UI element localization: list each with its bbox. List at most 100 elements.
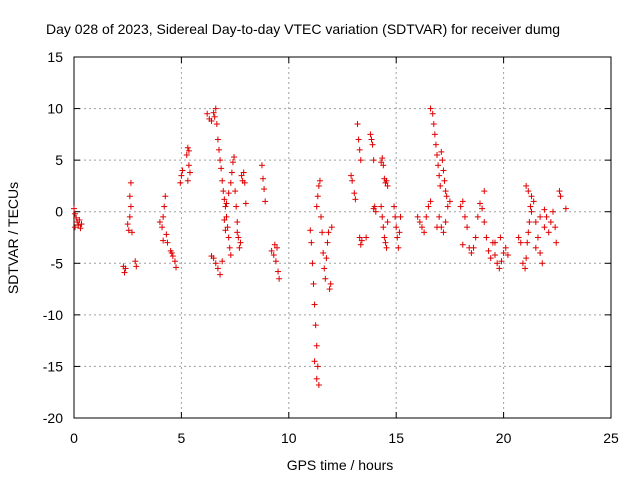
data-point [184, 177, 191, 184]
data-point [479, 205, 486, 212]
data-point [440, 167, 447, 174]
data-point [523, 255, 530, 262]
data-point [183, 151, 190, 158]
data-point [214, 136, 221, 143]
data-point [437, 182, 444, 189]
data-point [313, 342, 320, 349]
data-point [210, 109, 217, 116]
data-point [219, 258, 226, 265]
data-point [372, 208, 379, 215]
data-point [133, 263, 140, 270]
data-point [461, 213, 468, 220]
data-point [476, 200, 483, 207]
data-point [541, 224, 548, 231]
data-point [384, 182, 391, 189]
data-point [273, 244, 280, 251]
data-point [352, 196, 359, 203]
data-point [441, 177, 448, 184]
data-point [530, 198, 537, 205]
data-point [232, 188, 239, 195]
data-point [367, 131, 374, 138]
data-point [418, 224, 425, 231]
data-point [173, 264, 180, 271]
data-point [177, 179, 184, 186]
data-point [156, 219, 163, 226]
data-point [310, 280, 317, 287]
y-axis-label: SDTVAR / TECUs [5, 182, 21, 294]
data-point [427, 198, 434, 205]
data-point [432, 141, 439, 148]
data-point [227, 179, 234, 186]
data-point [487, 255, 494, 262]
data-point [178, 172, 185, 179]
data-point [231, 154, 238, 161]
data-point [307, 227, 314, 234]
data-point [218, 165, 225, 172]
data-point [126, 193, 133, 200]
data-point [122, 265, 129, 272]
data-point [457, 203, 464, 210]
data-point [348, 172, 355, 179]
data-point [436, 213, 443, 220]
data-point [318, 213, 325, 220]
data-point [326, 286, 333, 293]
data-point [358, 237, 365, 244]
data-point [234, 219, 241, 226]
data-point [517, 239, 524, 246]
data-point [212, 260, 219, 267]
data-point [204, 110, 211, 117]
data-point [221, 196, 228, 203]
data-point [78, 221, 85, 228]
data-point [71, 205, 77, 212]
data-point [356, 234, 363, 241]
data-point [212, 105, 219, 112]
x-axis-label: GPS time / hours [287, 457, 394, 473]
data-point [72, 210, 79, 217]
data-point [440, 229, 447, 236]
y-tick-label: -20 [43, 410, 63, 426]
data-point [276, 275, 283, 282]
data-point [314, 193, 321, 200]
data-point [446, 198, 453, 205]
data-point [498, 258, 505, 265]
data-point [383, 244, 390, 251]
data-point [414, 213, 421, 220]
data-point [328, 224, 335, 231]
data-point [396, 229, 403, 236]
data-point [351, 190, 358, 197]
data-point [224, 224, 231, 231]
data-point [430, 121, 437, 128]
data-point [76, 216, 83, 223]
data-point [537, 249, 544, 256]
data-point [262, 198, 269, 205]
data-point [313, 203, 320, 210]
y-tick-label: 10 [47, 101, 63, 117]
data-point [222, 227, 229, 234]
data-point [553, 239, 560, 246]
data-point [443, 193, 450, 200]
data-point [220, 188, 227, 195]
data-point [126, 213, 133, 220]
plot-frame [73, 56, 612, 419]
data-point [125, 227, 132, 234]
data-point [311, 301, 318, 308]
data-point [380, 162, 387, 169]
data-point [523, 182, 530, 189]
data-point [72, 224, 79, 231]
data-point [261, 186, 268, 193]
data-point [519, 260, 526, 267]
data-point [354, 121, 361, 128]
chart-title: Day 028 of 2023, Sidereal Day-to-day VTE… [46, 21, 560, 37]
data-point [545, 229, 552, 236]
data-point [179, 167, 186, 174]
data-point [435, 162, 442, 169]
data-point [221, 216, 228, 223]
data-point [168, 249, 175, 256]
data-point [169, 253, 176, 260]
data-point [496, 265, 503, 272]
data-point [550, 208, 557, 215]
data-point [225, 234, 232, 241]
data-point [128, 229, 135, 236]
data-point [275, 268, 282, 275]
